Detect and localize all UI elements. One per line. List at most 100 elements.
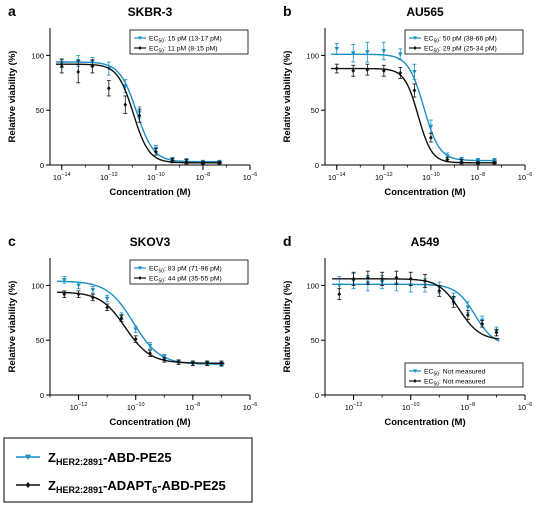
data-point <box>334 42 340 55</box>
y-axis-label: Relative viability (%) <box>282 281 293 373</box>
fit-curve <box>332 278 500 340</box>
data-point <box>337 288 342 301</box>
point-marker <box>170 158 175 163</box>
panel-legend: EC50: 50 pM (38-66 pM)EC50: 29 pM (25-34… <box>404 29 524 55</box>
y-tick-label: 0 <box>315 161 319 170</box>
y-tick-label: 0 <box>40 161 44 170</box>
point-marker <box>423 278 427 284</box>
main-legend-entry: ZHER2:2891-ABD-PE25 <box>16 450 172 467</box>
data-point <box>105 303 110 312</box>
x-tick-label: 10−8 <box>461 402 476 412</box>
x-tick-label: 10−8 <box>186 402 201 412</box>
fit-curve <box>55 63 222 164</box>
main-legend-marker <box>25 482 31 488</box>
point-marker <box>380 276 384 282</box>
main-legend: ZHER2:2891-ABD-PE25 ZHER2:2891-ADAPT6-ABD… <box>3 437 253 503</box>
data-point <box>205 360 210 366</box>
data-point <box>423 274 427 288</box>
point-marker <box>219 360 224 366</box>
point-marker <box>334 46 340 52</box>
legend-marker <box>413 369 417 373</box>
y-tick-label: 100 <box>306 51 319 60</box>
data-point <box>190 360 195 366</box>
point-marker <box>191 360 195 366</box>
point-marker <box>337 291 342 297</box>
y-axis-label: Relative viability (%) <box>7 281 18 373</box>
legend-label: EC50: Not measured <box>424 379 486 388</box>
legend-entry: EC50: 15 pM (13-17 pM) <box>134 36 222 45</box>
point-marker <box>205 360 209 366</box>
point-marker <box>445 157 450 162</box>
x-tick-label: 10−10 <box>402 402 420 412</box>
legend-entry: EC50: 50 pM (38-66 pM) <box>409 36 497 45</box>
data-point <box>365 63 370 76</box>
x-tick-label: 10−12 <box>70 402 88 412</box>
data-point <box>465 310 470 320</box>
data-point <box>61 276 67 284</box>
data-point <box>90 293 95 302</box>
data-point <box>90 59 95 74</box>
point-marker <box>61 278 67 283</box>
data-point <box>445 156 450 163</box>
data-point <box>219 360 224 366</box>
legend-marker <box>138 266 142 270</box>
point-marker <box>429 135 433 140</box>
data-point <box>365 270 370 285</box>
x-tick-label: 10−6 <box>243 402 258 412</box>
series-1 <box>330 41 497 164</box>
point-marker <box>137 113 142 118</box>
x-tick-label: 10−12 <box>345 402 363 412</box>
point-marker <box>133 336 138 342</box>
data-point <box>62 290 67 298</box>
point-marker <box>459 159 464 165</box>
point-marker <box>408 276 413 282</box>
point-marker <box>451 299 456 305</box>
legend-entry: EC50: 44 pM (35-55 pM) <box>134 276 222 285</box>
x-tick-label: 10−6 <box>518 402 533 412</box>
data-point <box>408 271 413 286</box>
point-marker <box>428 124 434 129</box>
data-point <box>133 325 139 333</box>
data-point <box>397 48 403 61</box>
main-legend-marker <box>25 454 31 460</box>
data-point <box>428 132 433 143</box>
point-marker <box>76 291 81 297</box>
legend-marker <box>138 36 142 40</box>
point-marker <box>122 84 128 89</box>
data-point <box>480 320 485 328</box>
point-marker <box>217 160 222 166</box>
series-2 <box>330 63 497 166</box>
y-tick-label: 50 <box>311 106 319 115</box>
y-tick-label: 0 <box>40 391 44 400</box>
point-marker <box>351 68 356 74</box>
y-axis-label: Relative viability (%) <box>7 51 18 143</box>
x-axis-label: Concentration (M) <box>384 417 465 428</box>
x-tick-label: 10−14 <box>328 172 346 182</box>
data-point <box>350 44 356 63</box>
y-tick-label: 50 <box>36 336 44 345</box>
series-2 <box>332 270 500 340</box>
legend-box <box>404 29 524 55</box>
legend-entry: EC50: Not measured <box>409 369 486 378</box>
point-marker <box>476 160 480 166</box>
panel-d: d A549 0 50 100 10−12 10−10 10−8 10−6 Concentrati… <box>282 233 532 428</box>
legend-label: EC50: 15 pM (13-17 pM) <box>149 36 222 45</box>
x-tick-label: 10−6 <box>518 172 533 182</box>
panel-title: SKOV3 <box>130 235 171 249</box>
data-point <box>119 314 124 322</box>
panel-c: c SKOV3 0 50 100 10−12 10−10 10−8 10−6 Concentrat… <box>7 233 257 428</box>
point-marker <box>381 68 386 74</box>
data-point <box>412 63 417 80</box>
point-marker <box>148 351 152 356</box>
point-marker <box>412 70 417 75</box>
legend-label: EC50: 83 pM (71-96 pM) <box>149 266 222 275</box>
data-point <box>380 271 385 286</box>
x-axis-label: Concentration (M) <box>384 187 465 198</box>
point-marker <box>162 357 167 363</box>
fit-curve <box>330 67 497 164</box>
y-tick-label: 0 <box>315 391 319 400</box>
data-point <box>137 108 142 123</box>
data-point <box>492 160 497 166</box>
data-point <box>365 41 370 63</box>
data-point <box>494 328 499 337</box>
